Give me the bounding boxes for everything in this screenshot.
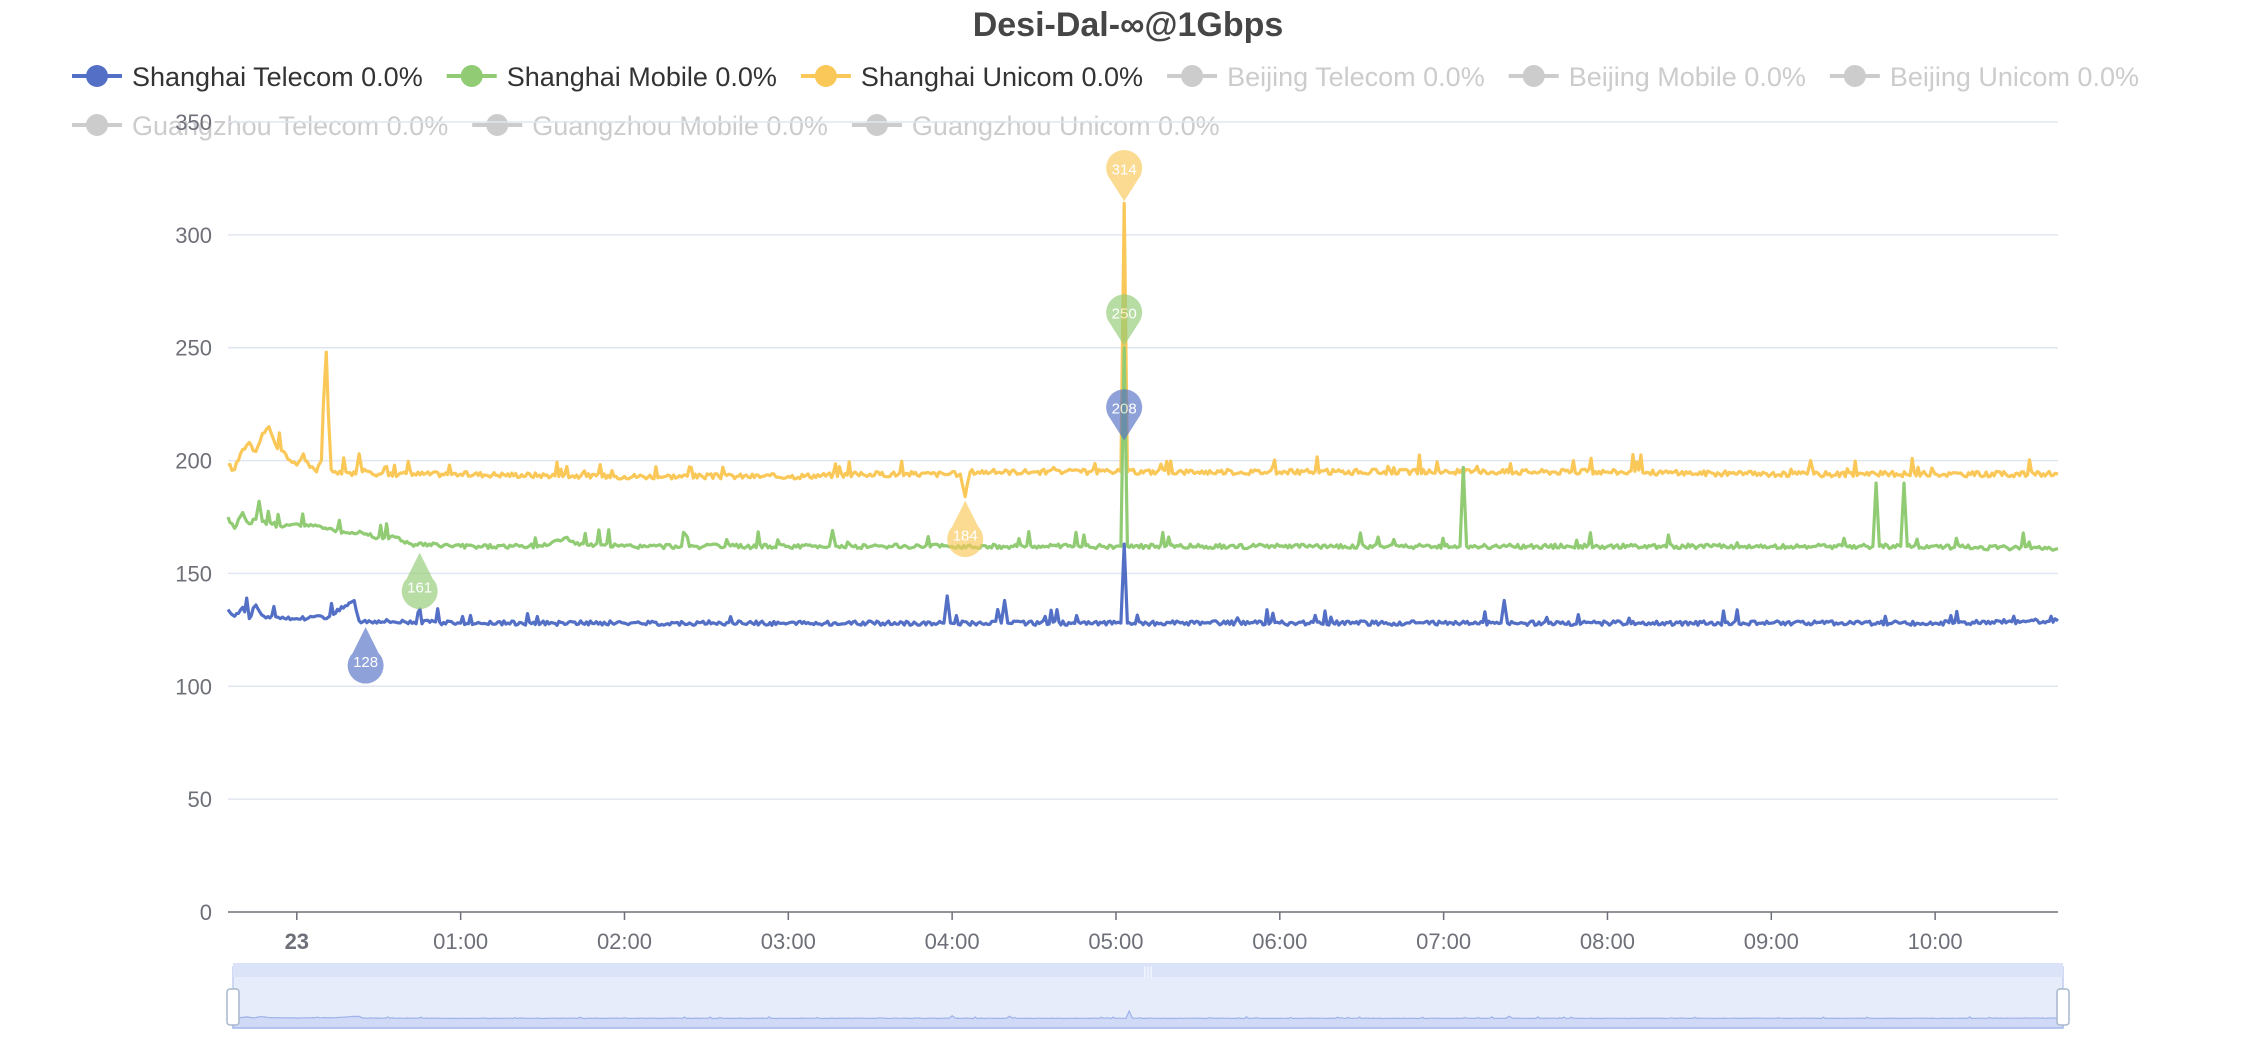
x-tick-label: 06:00: [1252, 929, 1307, 954]
legend-label: Shanghai Unicom 0.0%: [861, 62, 1143, 92]
x-tick-label: 23: [285, 929, 309, 954]
y-tick-label: 200: [175, 449, 212, 474]
legend-dot-icon: [814, 65, 837, 87]
grid-lines: [228, 121, 2058, 800]
y-tick-label: 150: [175, 561, 212, 586]
legend-item[interactable]: Beijing Telecom 0.0%: [1167, 62, 1485, 92]
marker-shape: [401, 552, 438, 610]
series-line: [227, 201, 2059, 499]
series-line: [226, 346, 2059, 552]
x-tick-label: 07:00: [1416, 929, 1471, 954]
x-tick-label: 08:00: [1580, 929, 1635, 954]
marker-pin: 314: [1106, 149, 1143, 202]
legend-item[interactable]: Shanghai Mobile 0.0%: [446, 62, 777, 92]
legend-item[interactable]: Beijing Unicom 0.0%: [1829, 62, 2139, 92]
legend-label: Guangzhou Telecom 0.0%: [132, 111, 448, 141]
x-tick-label: 01:00: [433, 929, 488, 954]
marker-value: 161: [407, 580, 432, 597]
marker-shape: [1106, 389, 1143, 441]
legend-dot-icon: [1843, 65, 1866, 87]
marker-shape: [1106, 149, 1143, 202]
legend-item[interactable]: Guangzhou Telecom 0.0%: [72, 111, 448, 141]
plot-area: [226, 201, 2059, 627]
legend-item[interactable]: Beijing Mobile 0.0%: [1508, 62, 1806, 92]
grip-icon: |||: [1143, 964, 1152, 978]
zoom-handle[interactable]: [2056, 988, 2070, 1026]
x-tick-label: 04:00: [925, 929, 980, 954]
legend-label: Beijing Mobile 0.0%: [1569, 62, 1806, 92]
legend-label: Shanghai Telecom 0.0%: [132, 62, 423, 92]
legend-dot-icon: [865, 114, 888, 136]
legend: Shanghai Telecom 0.0% Shanghai Mobile 0.0…: [72, 62, 2139, 141]
legend-dot-icon: [1522, 65, 1545, 87]
legend-label: Shanghai Mobile 0.0%: [507, 62, 777, 92]
marker-pin: 161: [401, 552, 438, 610]
x-tick-label: 02:00: [597, 929, 652, 954]
marker-value: 128: [353, 654, 378, 671]
y-axis: 0 50 100 150 200 250 300 350: [175, 110, 212, 925]
chart-title: Desi-Dal-∞@1Gbps: [973, 6, 1284, 44]
legend-label: Beijing Telecom 0.0%: [1227, 62, 1485, 92]
legend-label: Guangzhou Unicom 0.0%: [912, 111, 1220, 141]
legend-dot-icon: [1181, 65, 1204, 87]
legend-dot-icon: [86, 114, 108, 136]
x-tick-label: 09:00: [1744, 929, 1799, 954]
legend-dot-icon: [460, 65, 483, 87]
marker-value: 184: [953, 528, 978, 545]
marker-pin: 208: [1106, 389, 1143, 441]
marker-value: 208: [1112, 401, 1137, 418]
legend-dot-icon: [486, 114, 509, 136]
y-tick-label: 250: [175, 336, 212, 361]
marker-shape: [947, 500, 984, 558]
marker-value: 250: [1112, 306, 1137, 323]
y-tick-label: 50: [188, 787, 212, 812]
legend-item[interactable]: Shanghai Telecom 0.0%: [72, 62, 423, 92]
legend-label: Beijing Unicom 0.0%: [1890, 62, 2139, 92]
x-tick-label: 05:00: [1088, 929, 1143, 954]
marker-value: 314: [1112, 161, 1137, 178]
y-tick-label: 300: [175, 223, 212, 248]
marker-pin: 128: [347, 627, 384, 684]
x-tick-label: 10:00: [1908, 929, 1963, 954]
legend-item[interactable]: Guangzhou Mobile 0.0%: [472, 111, 828, 141]
legend-dot-icon: [86, 65, 108, 87]
zoom-handle[interactable]: [226, 988, 240, 1026]
y-tick-label: 0: [200, 900, 212, 925]
marker-pin: 250: [1106, 294, 1143, 346]
datazoom-slider[interactable]: |||: [226, 963, 2070, 1029]
series-line: [226, 542, 2059, 627]
y-tick-label: 100: [175, 674, 212, 699]
zoom-move-bar[interactable]: [233, 963, 2063, 977]
legend-item[interactable]: Shanghai Unicom 0.0%: [800, 62, 1143, 92]
markers: 314 184 250 161 208 128: [347, 149, 1143, 684]
marker-shape: [347, 627, 384, 684]
legend-label: Guangzhou Mobile 0.0%: [532, 111, 828, 141]
zoom-preview: [232, 1009, 2064, 1029]
marker-pin: 184: [947, 500, 984, 558]
x-tick-label: 03:00: [761, 929, 816, 954]
y-tick-label: 350: [175, 110, 212, 135]
marker-shape: [1106, 294, 1143, 346]
legend-item[interactable]: Guangzhou Unicom 0.0%: [851, 111, 1220, 141]
x-axis: 23 01:00 02:00 03:00 04:00 05:00 06:00 07:00 08:…: [228, 911, 2058, 954]
